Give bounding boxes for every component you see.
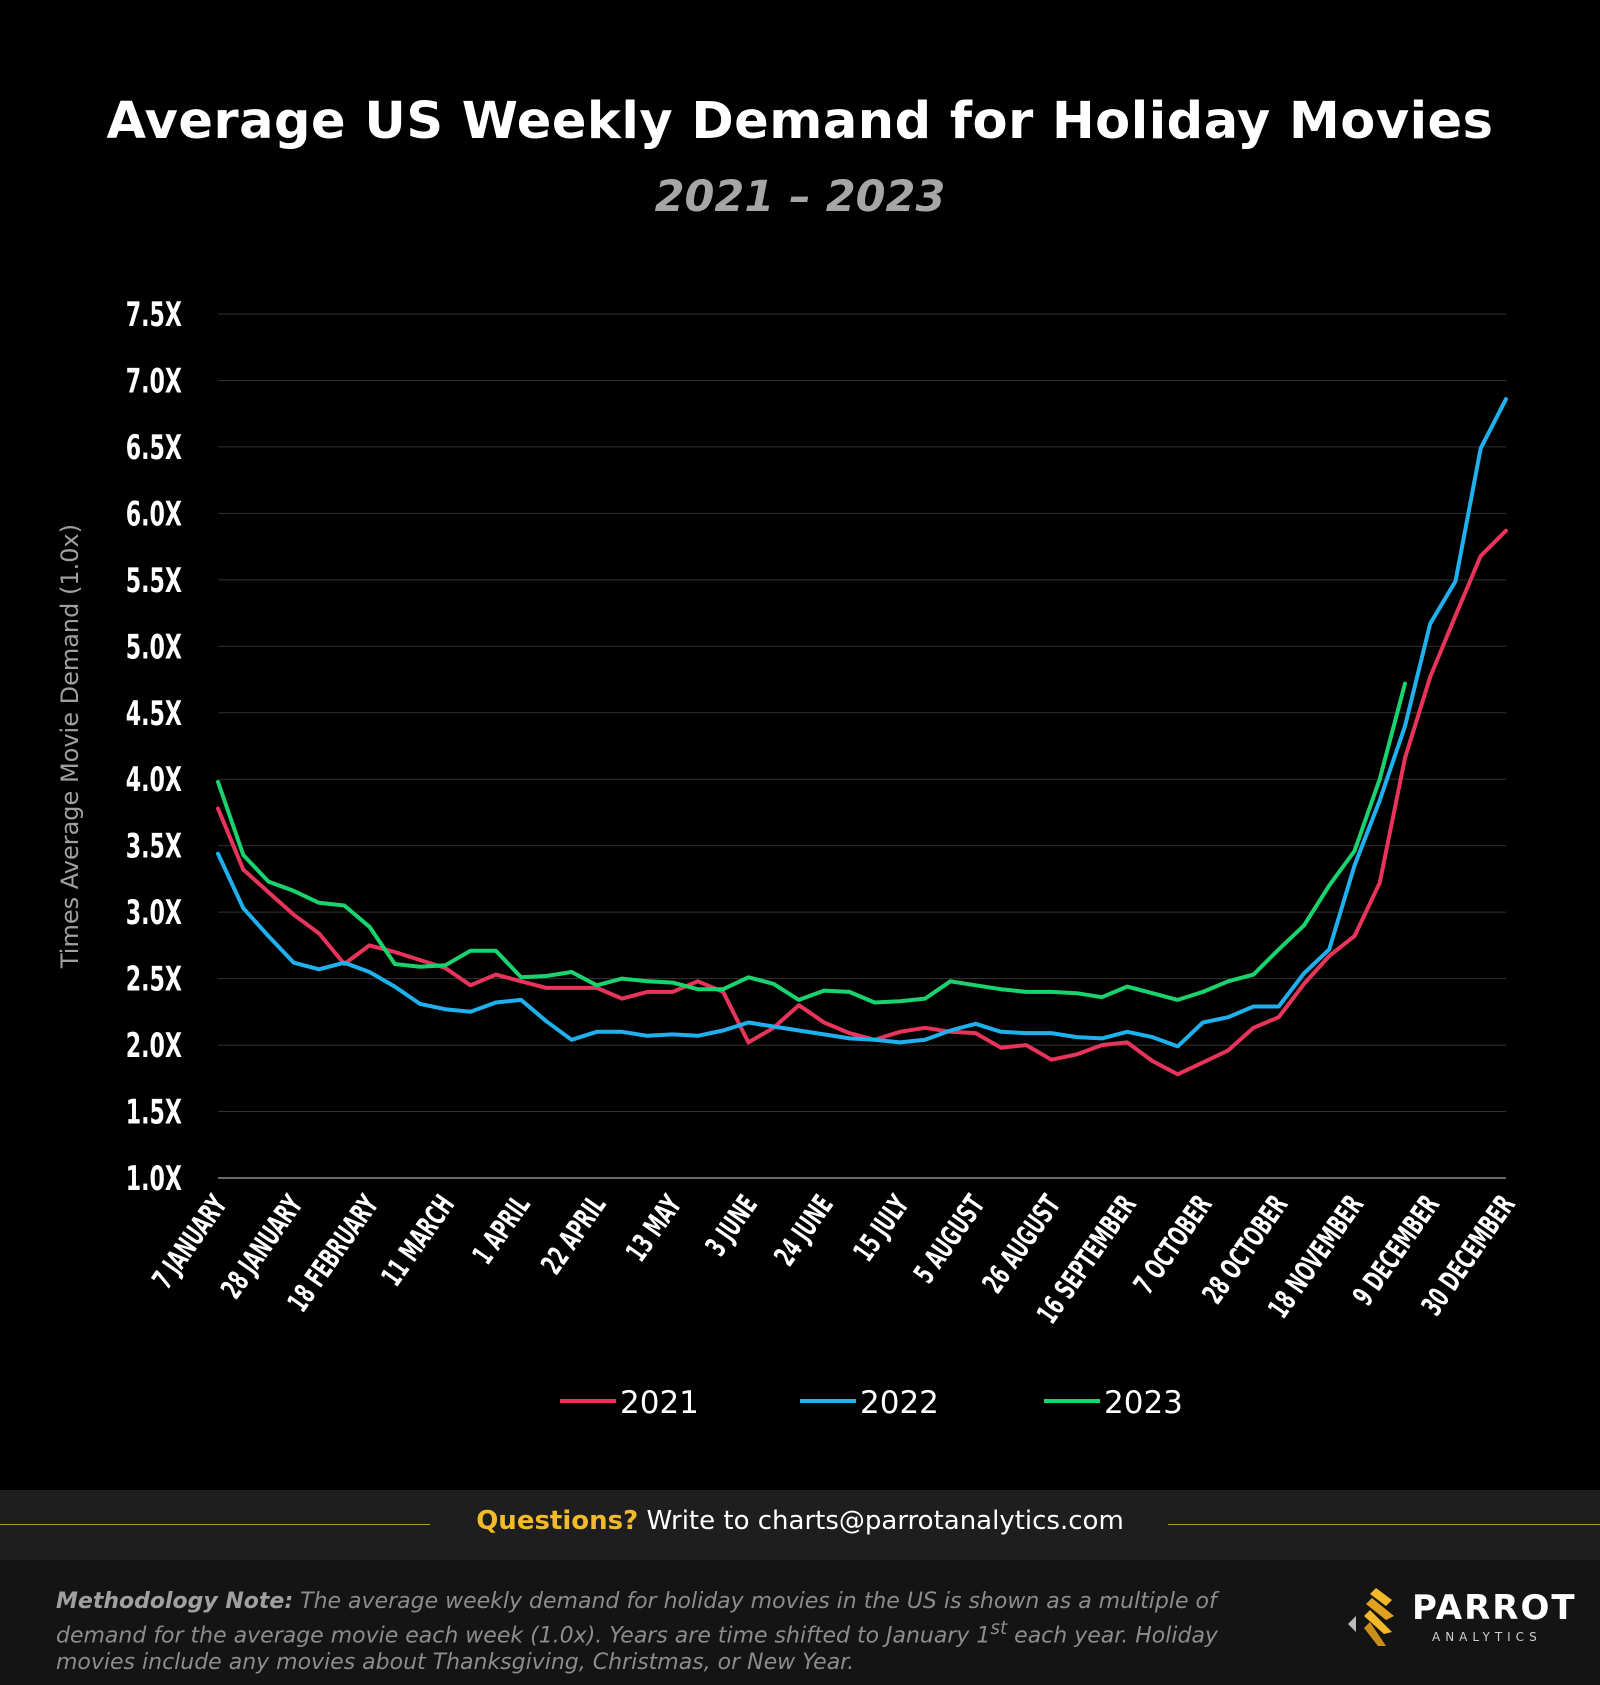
divider-right — [1168, 1524, 1600, 1525]
chart-subtitle: 2021 – 2023 — [654, 172, 946, 222]
y-tick-label: 3.0X — [126, 893, 182, 932]
questions-email-text[interactable]: Write to charts@parrotanalytics.com — [638, 1506, 1124, 1536]
legend-label-2023: 2023 — [1104, 1385, 1183, 1421]
methodology-note: Methodology Note: The average weekly dem… — [56, 1588, 1296, 1676]
y-tick-label: 4.0X — [126, 760, 182, 799]
parrot-logo: PARROT ANALYTICS — [1340, 1580, 1580, 1660]
logo-sub: ANALYTICS — [1432, 1630, 1542, 1644]
series-line-2023 — [216, 681, 1407, 1005]
methodology-text-2: each year. Holiday movies include any mo… — [56, 1623, 1218, 1676]
x-tick-label: 11 MARCH — [375, 1189, 462, 1293]
x-tick-label: 13 MAY — [619, 1188, 689, 1267]
y-tick-label: 5.0X — [126, 628, 182, 667]
methodology-text-1: The average weekly demand for holiday mo… — [56, 1589, 1217, 1649]
line-chart: 7.5X 7.0X 6.5X 6.0X 5.5X 5.0X 4.5X 4.0X 3.5X 3.0X… — [56, 295, 1522, 1421]
y-tick-label: 6.5X — [126, 428, 182, 467]
y-tick-label: 1.0X — [126, 1159, 182, 1198]
questions-text: Questions? Write to charts@parrotanalyti… — [0, 1506, 1600, 1536]
questions-label: Questions? — [476, 1506, 639, 1536]
y-tick-label: 2.0X — [126, 1026, 182, 1065]
y-tick-label: 7.5X — [126, 295, 182, 334]
legend-label-2022: 2022 — [860, 1385, 939, 1421]
y-tick-label: 2.5X — [126, 960, 182, 999]
x-tick-label: 15 JULY — [847, 1188, 917, 1267]
divider-left — [0, 1524, 430, 1525]
logo-word: PARROT — [1412, 1588, 1577, 1628]
methodology-band: Methodology Note: The average weekly dem… — [0, 1560, 1600, 1685]
y-tick-label: 1.5X — [126, 1093, 182, 1132]
questions-band: Questions? Write to charts@parrotanalyti… — [0, 1490, 1600, 1560]
y-axis-label: Times Average Movie Demand (1.0x) — [56, 524, 84, 969]
chart-title: Average US Weekly Demand for Holiday Mov… — [106, 92, 1494, 151]
legend-label-2021: 2021 — [620, 1385, 699, 1421]
y-tick-label: 6.0X — [126, 495, 182, 534]
x-tick-label: 24 JUNE — [768, 1189, 840, 1272]
y-tick-label: 4.5X — [126, 694, 182, 733]
series-line-2021 — [216, 528, 1508, 1077]
y-tick-label: 7.0X — [126, 362, 182, 401]
methodology-label: Methodology Note: — [56, 1589, 294, 1614]
x-tick-label: 3 JUNE — [699, 1189, 764, 1262]
methodology-sup: st — [990, 1618, 1008, 1639]
y-tick-label: 3.5X — [126, 827, 182, 866]
series-line-2022 — [216, 397, 1508, 1049]
parrot-logo-icon — [1348, 1588, 1394, 1646]
x-tick-label: 22 APRIL — [534, 1189, 612, 1281]
y-tick-label: 5.5X — [126, 561, 182, 600]
x-tick-label: 1 APRIL — [466, 1189, 537, 1271]
